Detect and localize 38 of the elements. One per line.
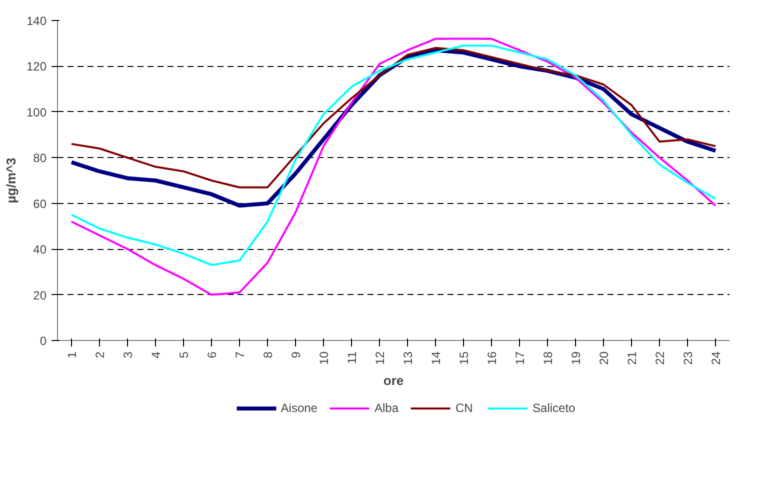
y-tick-label: 0 [40,334,47,348]
x-tick-label: 23 [681,351,695,365]
x-tick-label: 21 [625,351,639,365]
x-tick-label: 22 [653,351,667,365]
x-tick-label: 19 [569,351,583,365]
x-tick-label: 8 [261,351,275,358]
y-tick-label: 40 [33,242,47,257]
x-tick-label: 20 [597,351,611,365]
x-tick-label: 4 [149,351,163,358]
x-tick-label: 15 [457,351,471,365]
x-tick-label: 24 [709,351,723,365]
x-tick-label: 6 [205,351,219,358]
x-axis-title: ore [383,372,404,388]
x-tick-label: 17 [513,351,527,365]
y-axis-title: µg/m^3 [3,158,18,204]
legend-label: Saliceto [532,401,576,415]
y-tick-label: 100 [26,105,47,120]
x-tick-label: 12 [373,351,387,365]
x-tick-label: 16 [485,351,499,365]
x-tick-label: 9 [289,351,303,358]
x-tick-label: 10 [317,351,331,365]
y-tick-label: 80 [33,151,47,166]
x-tick-label: 3 [121,351,135,358]
x-tick-label: 5 [177,351,191,358]
x-tick-label: 13 [401,351,415,365]
legend-label: CN [456,401,474,415]
x-tick-label: 11 [345,351,359,364]
y-tick-label: 60 [33,196,47,211]
y-tick-label: 140 [26,14,47,28]
x-tick-label: 14 [429,351,443,365]
x-tick-label: 7 [233,351,247,358]
legend-label: Alba [374,401,399,415]
x-tick-label: 18 [541,351,555,365]
x-tick-label: 2 [93,351,107,358]
y-tick-label: 20 [33,288,47,302]
x-tick-label: 1 [65,351,79,358]
legend-label: Aisone [280,401,318,415]
y-tick-label: 120 [26,60,47,74]
